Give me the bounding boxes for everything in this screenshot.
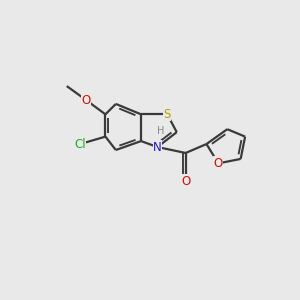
Text: H: H [157,126,164,136]
Text: Cl: Cl [74,138,86,151]
Text: S: S [164,108,171,121]
Text: O: O [181,175,190,188]
Text: N: N [153,140,162,154]
Text: O: O [214,157,223,170]
Text: O: O [82,94,91,106]
